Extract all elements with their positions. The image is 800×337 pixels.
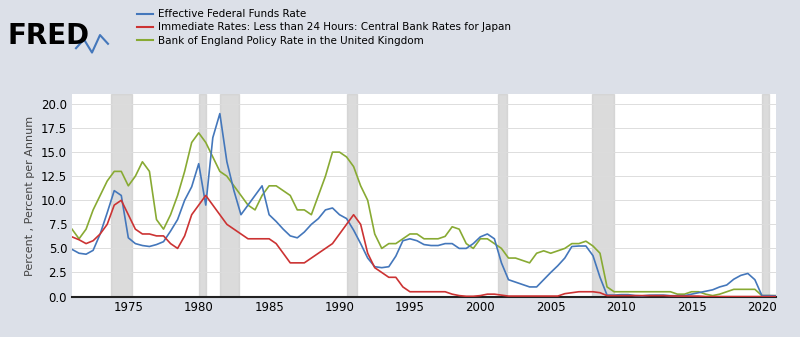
Legend: Effective Federal Funds Rate, Immediate Rates: Less than 24 Hours: Central Bank : Effective Federal Funds Rate, Immediate … [134, 5, 515, 50]
Y-axis label: Percent , Percent per Annum: Percent , Percent per Annum [26, 115, 35, 276]
Bar [220, 94, 238, 297]
Text: FRED: FRED [8, 22, 90, 50]
Bar [762, 94, 769, 297]
Bar [592, 94, 614, 297]
Bar [346, 94, 357, 297]
Bar [498, 94, 507, 297]
Bar [198, 94, 206, 297]
Bar [110, 94, 132, 297]
